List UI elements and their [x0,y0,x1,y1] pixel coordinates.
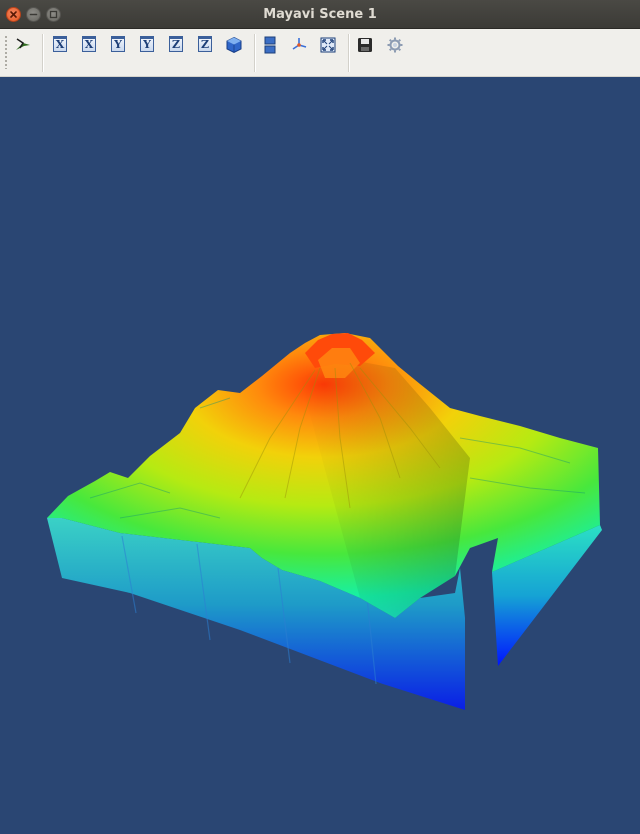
view-x-minus-icon: X [82,36,96,52]
view-x-plus-button[interactable]: X [50,35,70,55]
ridge-lines [239,362,441,509]
view-x-plus-icon: X [53,36,67,52]
fullscreen-icon [320,37,336,53]
axes-indicator-button[interactable] [289,35,309,55]
view-z-plus-icon: Z [169,36,183,52]
minimize-icon [29,13,38,16]
view-x-minus-button[interactable]: X [79,35,99,55]
view-y-plus-icon: Y [111,36,125,52]
terrain-front-wall [47,518,465,710]
save-icon [358,38,372,52]
wall-streaks [121,535,377,685]
toolbar-separator [42,34,43,72]
mountain-shadow [300,358,470,618]
settings-gear-icon [387,37,403,53]
window-title: Mayavi Scene 1 [263,7,377,22]
parallel-projection-button[interactable] [260,35,280,55]
lowland-texture [89,397,586,519]
3d-scene-viewport[interactable] [0,78,640,830]
view-y-plus-button[interactable]: Y [108,35,128,55]
view-z-minus-button[interactable]: Z [195,35,215,55]
title-bar[interactable]: Mayavi Scene 1 [0,0,640,29]
parallel-projection-icon [264,36,276,54]
maximize-icon [49,10,58,19]
view-y-minus-icon: Y [140,36,154,52]
scene-toolbar: X X Y Y Z Z [0,29,640,77]
terrain-right-wall [492,525,602,666]
view-y-minus-button[interactable]: Y [137,35,157,55]
scene-settings-button[interactable] [385,35,405,55]
mayavi-pipeline-button[interactable] [13,35,33,55]
terrain-surface-plot [47,333,602,710]
save-scene-button[interactable] [355,35,375,55]
minimize-window-button[interactable] [26,7,41,22]
close-icon [10,11,17,18]
isometric-view-icon [226,36,242,54]
toolbar-grip[interactable] [4,35,8,69]
toolbar-separator [348,34,349,72]
terrain-top-surface [47,333,600,618]
fullscreen-button[interactable] [318,35,338,55]
mayavi-pipeline-icon [16,38,30,50]
axes-indicator-icon [292,38,307,50]
view-z-plus-button[interactable]: Z [166,35,186,55]
maximize-window-button[interactable] [46,7,61,22]
isometric-view-button[interactable] [224,35,244,55]
toolbar-separator [254,34,255,72]
view-z-minus-icon: Z [198,36,212,52]
close-window-button[interactable] [6,7,21,22]
